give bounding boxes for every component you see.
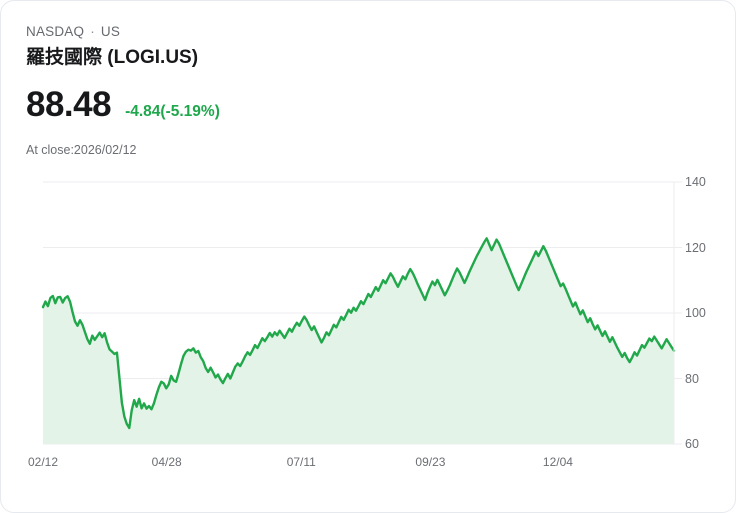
- price-chart-svg: [41, 181, 682, 445]
- separator-dot: ·: [90, 24, 95, 39]
- x-tick-label: 02/12: [28, 455, 59, 469]
- y-tick-label: 120: [685, 240, 706, 255]
- chart-line: [41, 237, 676, 430]
- y-tick-label: 100: [685, 306, 706, 320]
- last-price: 88.48: [26, 85, 112, 124]
- x-tick-label: 12/04: [542, 455, 573, 469]
- y-tick-label: 60: [685, 437, 699, 451]
- x-tick-label: 09/23: [415, 455, 446, 469]
- price-row: 88.48 -4.84(-5.19%): [26, 84, 220, 126]
- market-status-note: At close:2026/02/12: [26, 143, 137, 157]
- y-tick-label: 80: [685, 371, 699, 386]
- x-tick-label: 04/28: [151, 455, 182, 469]
- x-tick-label: 07/11: [286, 455, 316, 469]
- page-title: 羅技國際 (LOGI.US): [26, 47, 199, 68]
- y-tick-label: 140: [685, 175, 706, 189]
- price-chart[interactable]: 140 120 100 80 60 02/12 04/28 07/11 09/23 12/04: [1, 166, 735, 476]
- chart-area-fill: [43, 238, 674, 444]
- region-label: US: [100, 24, 121, 39]
- exchange-label: NASDAQ: [26, 24, 85, 39]
- exchange-region-row: NASDAQ · US: [26, 24, 120, 40]
- price-change: -4.84(-5.19%): [125, 103, 220, 120]
